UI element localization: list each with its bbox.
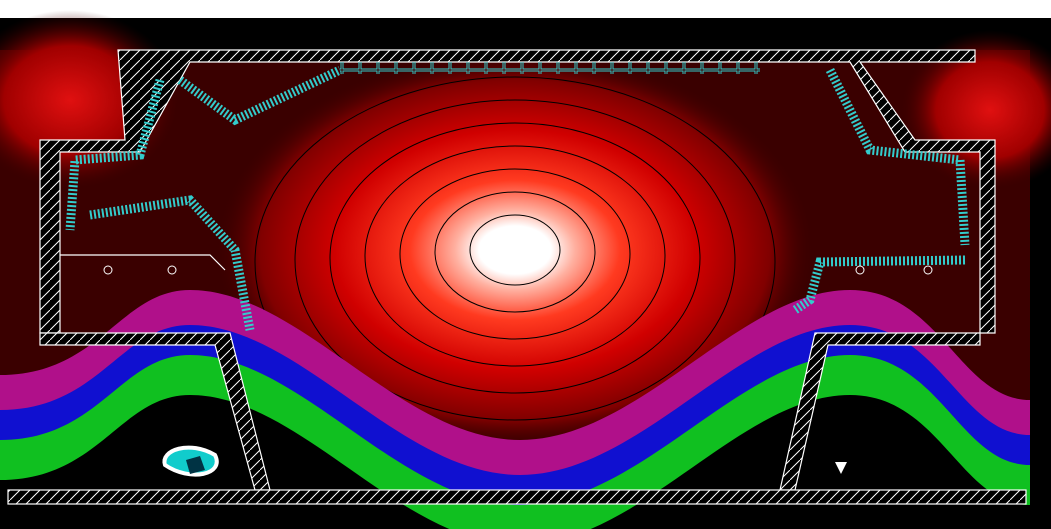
body [0,0,1051,529]
simulation-view [0,0,1051,529]
top-margin [0,0,1051,18]
page: {} html, body { margin: 0; padding: 0; b… [0,0,1051,529]
